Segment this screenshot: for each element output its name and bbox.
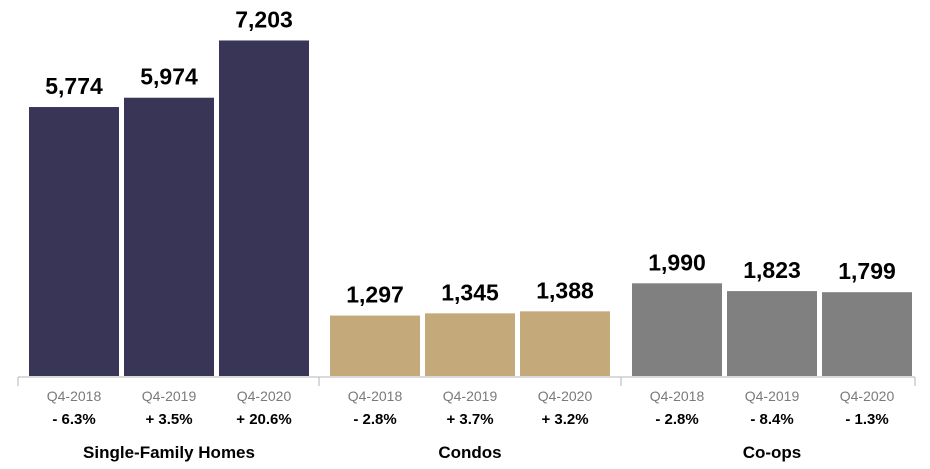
bar-value-label: 1,990 bbox=[648, 249, 706, 275]
change-percent-label: - 8.4% bbox=[750, 411, 793, 428]
bar bbox=[425, 313, 515, 376]
axis-layer: Q4-2018 - 6.3% Q4-2019 + 3.5% Q4-2020 + 20.6%… bbox=[17, 377, 916, 462]
bar bbox=[29, 107, 119, 376]
change-percent-label: - 2.8% bbox=[655, 411, 698, 428]
period-tick-label: Q4-2018 bbox=[650, 388, 705, 404]
bar bbox=[520, 311, 610, 376]
bar bbox=[822, 292, 912, 376]
period-tick-label: Q4-2019 bbox=[443, 388, 498, 404]
group-label: Single-Family Homes bbox=[83, 443, 255, 462]
bar-value-label: 7,203 bbox=[235, 6, 293, 32]
period-tick-label: Q4-2018 bbox=[348, 388, 403, 404]
bar-value-label: 1,297 bbox=[346, 282, 404, 308]
bar bbox=[330, 315, 420, 376]
bar bbox=[632, 283, 722, 376]
group-label: Condos bbox=[438, 443, 501, 462]
bar-value-label: 1,823 bbox=[743, 257, 801, 283]
bar bbox=[727, 291, 817, 376]
bar-value-label: 1,388 bbox=[536, 277, 594, 303]
period-tick-label: Q4-2020 bbox=[538, 388, 593, 404]
bar bbox=[124, 97, 214, 376]
change-percent-label: + 3.5% bbox=[145, 411, 192, 428]
period-tick-label: Q4-2019 bbox=[745, 388, 800, 404]
bar-value-label: 5,774 bbox=[45, 73, 103, 99]
period-tick-label: Q4-2020 bbox=[237, 388, 292, 404]
bars-layer: 5,774 5,974 7,203 1,297 1,345 1,388 1,990 1,823… bbox=[29, 6, 912, 377]
period-tick-label: Q4-2020 bbox=[840, 388, 895, 404]
change-percent-label: - 2.8% bbox=[353, 411, 396, 428]
bar-value-label: 5,974 bbox=[140, 64, 198, 90]
change-percent-label: - 6.3% bbox=[52, 411, 95, 428]
change-percent-label: + 3.7% bbox=[446, 411, 493, 428]
change-percent-label: - 1.3% bbox=[845, 411, 888, 428]
change-percent-label: + 20.6% bbox=[236, 411, 291, 428]
bar-value-label: 1,799 bbox=[838, 258, 896, 284]
bar bbox=[219, 40, 309, 377]
change-percent-label: + 3.2% bbox=[541, 411, 588, 428]
bar-value-label: 1,345 bbox=[441, 279, 499, 305]
period-tick-label: Q4-2019 bbox=[142, 388, 197, 404]
period-tick-label: Q4-2018 bbox=[47, 388, 102, 404]
group-label: Co-ops bbox=[743, 443, 802, 462]
